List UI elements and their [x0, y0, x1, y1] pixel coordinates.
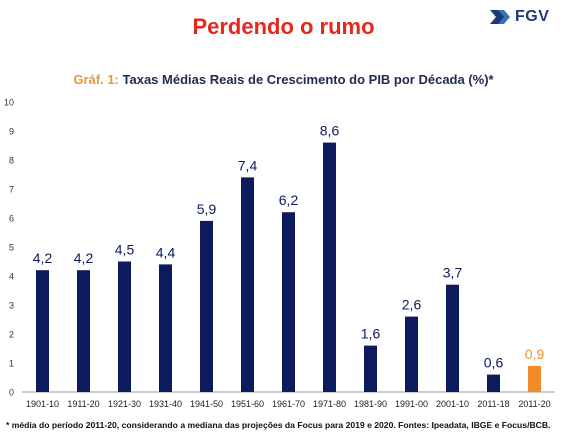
fgv-logo: FGV — [490, 8, 560, 28]
data-label: 0,6 — [484, 355, 504, 371]
data-label: 8,6 — [320, 123, 340, 139]
data-label: 5,9 — [197, 201, 217, 217]
x-tick-label: 1991-00 — [395, 399, 428, 409]
x-tick-label: 1961-70 — [272, 399, 305, 409]
x-tick-label: 1971-80 — [313, 399, 346, 409]
x-tick-label: 1951-60 — [231, 399, 264, 409]
x-tick-label: 1931-40 — [149, 399, 182, 409]
bar — [446, 284, 459, 392]
footnote: * média do período 2011-20, considerando… — [6, 420, 551, 430]
y-tick-label: 2 — [9, 330, 14, 340]
bar — [159, 264, 172, 392]
bar — [528, 365, 541, 392]
y-tick-label: 5 — [9, 243, 14, 253]
data-label: 4,4 — [156, 244, 176, 260]
x-tick-label: 1941-50 — [190, 399, 223, 409]
y-tick-label: 9 — [9, 127, 14, 137]
y-tick-label: 4 — [9, 272, 14, 282]
y-tick-label: 3 — [9, 301, 14, 311]
bar — [282, 212, 295, 392]
bar — [200, 220, 213, 392]
logo-text: FGV — [515, 8, 550, 25]
data-label: 0,9 — [525, 346, 545, 362]
fgv-arrow-icon — [490, 10, 510, 24]
y-tick-label: 10 — [4, 98, 14, 108]
chart-heading-main: Taxas Médias Reais de Crescimento do PIB… — [122, 72, 494, 87]
data-label: 3,7 — [443, 265, 463, 281]
data-label: 2,6 — [402, 297, 422, 313]
y-tick-label: 7 — [9, 185, 14, 195]
data-label: 4,5 — [115, 242, 135, 258]
x-tick-label: 1981-90 — [354, 399, 387, 409]
bar — [118, 261, 131, 392]
x-tick-label: 2001-10 — [436, 399, 469, 409]
bar — [241, 177, 254, 392]
data-label: 1,6 — [361, 326, 381, 342]
bar — [77, 270, 90, 392]
y-tick-label: 8 — [9, 156, 14, 166]
slide-title: Perdendo o rumo — [192, 14, 375, 39]
bar — [36, 270, 49, 392]
x-tick-label: 1901-10 — [26, 399, 59, 409]
y-tick-label: 1 — [9, 359, 14, 369]
data-label: 6,2 — [279, 192, 299, 208]
bar — [364, 345, 377, 392]
data-label: 4,2 — [33, 250, 53, 266]
data-label: 4,2 — [74, 250, 94, 266]
bar — [323, 142, 336, 392]
x-tick-label: 1921-30 — [108, 399, 141, 409]
chart-heading: Gráf. 1: Taxas Médias Reais de Crescimen… — [0, 72, 567, 87]
y-tick-label: 6 — [9, 214, 14, 224]
bar — [487, 374, 500, 392]
x-tick-label: 1911-20 — [67, 399, 99, 409]
y-tick-label: 0 — [9, 388, 14, 398]
x-tick-label: 2011-18 — [477, 399, 509, 409]
bar — [405, 316, 418, 392]
chart-heading-prefix: Gráf. 1: — [73, 72, 119, 87]
data-label: 7,4 — [238, 157, 258, 173]
x-tick-label: 2011-20 — [518, 399, 550, 409]
